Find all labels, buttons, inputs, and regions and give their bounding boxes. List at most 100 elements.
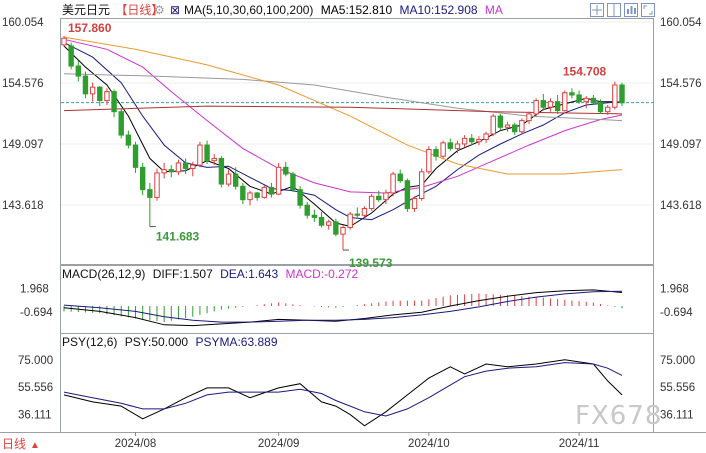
candle bbox=[547, 98, 554, 112]
ma100-line bbox=[63, 36, 623, 175]
psy-line bbox=[63, 359, 623, 427]
macd-value: MACD:-0.272 bbox=[285, 267, 358, 281]
candle bbox=[590, 94, 597, 105]
price-panel bbox=[60, 18, 654, 265]
candle bbox=[461, 135, 468, 148]
candle bbox=[168, 165, 175, 178]
candle bbox=[197, 141, 203, 168]
candle-body bbox=[383, 192, 389, 201]
ma60-line bbox=[63, 73, 623, 122]
candle bbox=[283, 161, 289, 177]
price-tick-label-left: 154.576 bbox=[2, 78, 44, 90]
macd-tick-label-left: -0.694 bbox=[20, 307, 53, 319]
candle-body bbox=[175, 162, 182, 173]
candle-body bbox=[275, 166, 282, 195]
candle-body bbox=[569, 92, 575, 96]
macd-dea-line bbox=[63, 290, 623, 323]
candle-body bbox=[447, 142, 454, 149]
candle bbox=[397, 169, 403, 183]
svg-text:MACD(26,12,9) DIFF:1.507: MACD(26,12,9) DIFF:1.507 DEA:1.643 MACD:… bbox=[62, 267, 359, 281]
candle-body bbox=[118, 111, 124, 136]
candle bbox=[161, 162, 167, 179]
candle-body bbox=[304, 204, 310, 216]
candle-body bbox=[612, 84, 618, 108]
candle bbox=[483, 131, 489, 143]
candle-body bbox=[576, 94, 582, 103]
candle bbox=[311, 209, 318, 222]
candle-body bbox=[161, 169, 167, 174]
candle-body bbox=[547, 101, 554, 108]
candle bbox=[404, 178, 411, 212]
candle-body bbox=[190, 164, 196, 169]
candle bbox=[275, 162, 282, 196]
candle-body bbox=[68, 45, 74, 67]
candle-body bbox=[519, 120, 525, 133]
candle-body bbox=[619, 84, 625, 104]
macd-dea: DEA:1.643 bbox=[220, 267, 278, 281]
candle-body bbox=[104, 91, 110, 102]
toolbar bbox=[590, 3, 655, 17]
psyma-value: PSYMA:63.889 bbox=[195, 335, 277, 349]
candle bbox=[526, 111, 532, 124]
candle bbox=[533, 98, 539, 117]
candle bbox=[426, 146, 432, 175]
psy-tick-label-right: 75.000 bbox=[660, 355, 695, 367]
candle bbox=[347, 211, 353, 230]
settings-icon[interactable]: ⚙ bbox=[154, 3, 165, 17]
candle bbox=[132, 141, 139, 173]
candle bbox=[569, 88, 575, 99]
candle-body bbox=[268, 186, 275, 195]
candle-body bbox=[540, 100, 547, 108]
candle-body bbox=[333, 221, 339, 235]
candle-body bbox=[61, 37, 67, 46]
fullscreen-icon[interactable] bbox=[641, 3, 655, 17]
candle bbox=[61, 35, 67, 47]
low-label: 141.683 bbox=[156, 230, 200, 244]
psy-tick-label-left: 36.111 bbox=[18, 409, 51, 421]
x-tick-label: 2024/11 bbox=[559, 438, 600, 450]
x-tick-label: 2024/10 bbox=[408, 438, 450, 450]
candle bbox=[612, 81, 618, 110]
candle bbox=[504, 121, 511, 132]
candle bbox=[411, 196, 418, 212]
candle bbox=[318, 211, 325, 228]
candle-body bbox=[139, 166, 146, 191]
x-tick-label: 2024/08 bbox=[115, 438, 157, 450]
ma-more: MA bbox=[485, 3, 503, 17]
candle bbox=[247, 190, 253, 206]
candle bbox=[440, 140, 446, 159]
ma5-value: MA5:152.810 bbox=[321, 3, 393, 17]
macd-tick-label-right: 1.968 bbox=[660, 283, 689, 295]
candle-body bbox=[82, 75, 89, 95]
period-tab[interactable]: 日线 bbox=[2, 437, 26, 451]
psyma-line bbox=[63, 362, 623, 417]
candle-body bbox=[597, 102, 604, 113]
candle-body bbox=[311, 214, 318, 218]
period-label[interactable]: 【日线】 bbox=[115, 3, 163, 17]
candle bbox=[175, 159, 182, 176]
ma-toggle-icon[interactable]: ⊠ bbox=[170, 3, 180, 17]
price-tick-label-right: 160.054 bbox=[660, 17, 702, 29]
candle-body bbox=[361, 208, 368, 216]
macd-title: MACD(26,12,9) bbox=[62, 267, 145, 281]
candle bbox=[97, 86, 103, 107]
period-tab-arrow-icon[interactable]: ▲ bbox=[30, 440, 40, 451]
candle bbox=[554, 94, 561, 114]
candle bbox=[333, 218, 339, 237]
candle bbox=[240, 182, 246, 205]
candle-body bbox=[254, 192, 260, 198]
candle bbox=[418, 168, 425, 201]
candle bbox=[111, 89, 117, 118]
candle-body bbox=[511, 124, 518, 133]
macd-tick-label-left: 1.968 bbox=[20, 283, 49, 295]
candle bbox=[469, 133, 475, 146]
candle-body bbox=[469, 137, 475, 143]
candle bbox=[454, 140, 461, 153]
candle-body bbox=[483, 133, 489, 141]
candle-body bbox=[376, 195, 382, 201]
candle bbox=[519, 118, 525, 134]
candle bbox=[232, 167, 239, 190]
candle-body bbox=[562, 92, 568, 112]
candle-body bbox=[454, 143, 461, 149]
candle-body bbox=[354, 213, 361, 216]
